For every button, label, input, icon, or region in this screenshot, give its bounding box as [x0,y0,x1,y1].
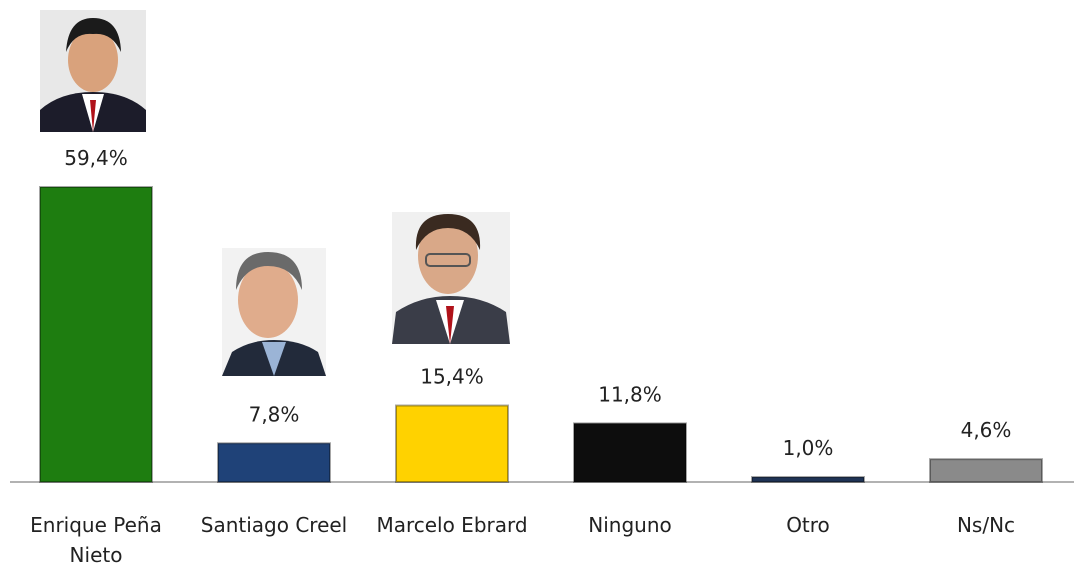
category-label: Ns/Nc [956,513,1016,537]
category-label: Marcelo Ebrard [376,513,528,537]
value-label: 7,8% [249,402,300,426]
portrait [222,248,326,376]
value-label: 11,8% [598,382,662,406]
bar [929,458,1043,483]
value-label: 1,0% [783,436,834,460]
portrait [392,212,510,344]
category-label: Enrique Peña Nieto [30,513,162,567]
bar [217,442,331,484]
category-label: Santiago Creel [200,513,348,537]
value-label: 4,6% [961,418,1012,442]
bar [751,476,865,483]
bar [573,422,687,484]
value-label: 59,4% [64,146,128,170]
bar [39,186,153,483]
bar [395,404,509,484]
category-label: Otro [786,513,830,537]
value-label: 15,4% [420,365,484,389]
portrait [40,10,146,132]
category-label: Ninguno [588,513,672,537]
